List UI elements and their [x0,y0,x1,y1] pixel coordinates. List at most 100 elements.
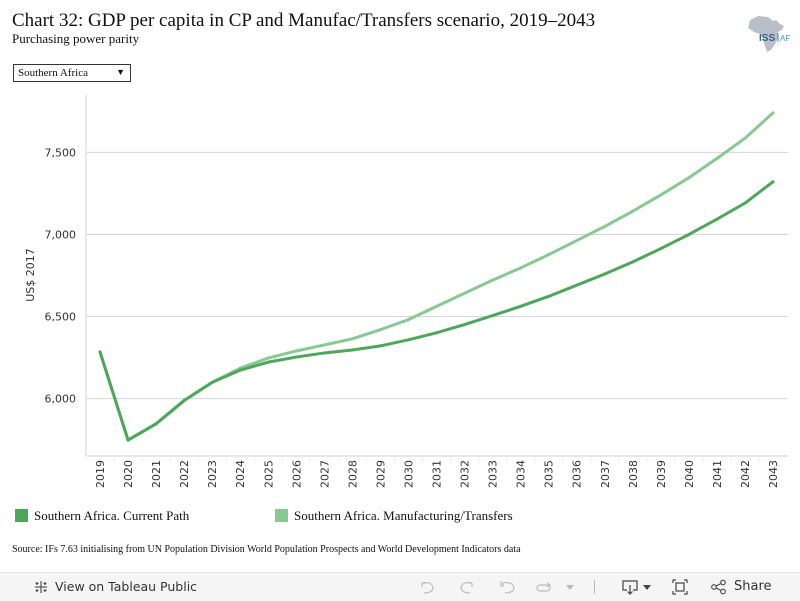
x-tick-label: 2040 [683,460,696,488]
x-tick-label: 2037 [599,460,612,488]
legend-item-manufacturing-transfers[interactable]: Southern Africa. Manufacturing/Transfers [275,508,513,524]
x-tick-label: 2043 [767,460,780,488]
region-filter-dropdown[interactable]: Southern Africa ▼ [13,64,131,82]
tableau-toolbar: View on Tableau Public Share [0,572,800,601]
data-point-current-path [294,355,298,359]
data-point-current-path [603,272,607,276]
x-tick-label: 2022 [178,460,191,488]
x-tick-label: 2020 [122,460,135,488]
data-point-current-path [491,314,495,318]
data-point-manufacturing-transfers [491,278,495,282]
source-note: Source: IFs 7.63 initialising from UN Po… [12,544,521,555]
legend-label-manufacturing-transfers: Southern Africa. Manufacturing/Transfers [294,508,513,523]
data-point-current-path [210,380,214,384]
x-tick-label: 2036 [571,460,584,488]
data-point-current-path [547,294,551,298]
x-tick-label: 2041 [711,460,724,488]
data-point-manufacturing-transfers [631,209,635,213]
refresh-dropdown-button[interactable] [565,573,575,601]
data-point-current-path [575,283,579,287]
data-point-manufacturing-transfers [406,318,410,322]
africa-map-icon [748,16,784,52]
data-point-current-path [743,201,747,205]
x-tick-label: 2021 [150,460,163,488]
data-point-current-path [126,438,130,442]
data-point-manufacturing-transfers [771,111,775,115]
x-tick-label: 2028 [346,460,359,488]
data-point-manufacturing-transfers [266,356,270,360]
legend-item-current-path[interactable]: Southern Africa. Current Path [15,508,189,524]
x-tick-label: 2033 [487,460,500,488]
caret-down-icon [566,585,574,590]
view-on-tableau-label: View on Tableau Public [55,579,198,594]
data-point-current-path [266,360,270,364]
x-tick-label: 2025 [262,460,275,488]
data-point-manufacturing-transfers [687,176,691,180]
download-icon [622,580,638,595]
data-point-current-path [715,217,719,221]
region-filter-value: Southern Africa [18,67,88,79]
undo-button[interactable] [418,573,436,601]
data-point-manufacturing-transfers [715,157,719,161]
y-tick-label: 6,500 [45,311,77,324]
fullscreen-icon [672,579,688,595]
data-point-manufacturing-transfers [435,304,438,308]
x-tick-label: 2030 [402,460,415,488]
legend-swatch-manufacturing-transfers [275,509,288,522]
x-tick-label: 2034 [515,460,528,488]
data-point-manufacturing-transfers [575,239,579,243]
x-tick-label: 2042 [739,460,752,488]
chart-title: Chart 32: GDP per capita in CP and Manuf… [12,10,596,31]
data-point-current-path [631,260,635,264]
y-axis-label: US$ 2017 [24,248,37,302]
logo-text-sub: AF [780,34,790,43]
download-button[interactable] [621,573,652,601]
refresh-button[interactable] [535,573,553,601]
data-point-manufacturing-transfers [519,266,523,270]
toolbar-divider [594,573,595,601]
tableau-logo-icon [35,581,47,593]
data-point-manufacturing-transfers [350,337,354,341]
data-point-current-path [98,350,102,354]
data-point-current-path [463,323,467,327]
data-point-current-path [771,180,775,184]
data-point-current-path [322,351,326,355]
data-point-current-path [238,368,242,372]
x-tick-label: 2039 [655,460,668,488]
fullscreen-button[interactable] [671,573,689,601]
redo-icon [460,581,473,594]
data-point-manufacturing-transfers [378,328,382,332]
x-tick-label: 2035 [543,460,556,488]
data-point-manufacturing-transfers [743,136,747,140]
data-point-manufacturing-transfers [603,224,607,228]
x-tick-label: 2031 [431,460,444,488]
data-point-manufacturing-transfers [659,193,663,197]
data-point-manufacturing-transfers [547,253,551,257]
series-line-current-path [98,180,775,442]
data-point-manufacturing-transfers [322,343,326,347]
revert-button[interactable] [498,573,516,601]
y-tick-label: 6,000 [45,393,77,406]
revert-icon [500,581,515,594]
share-button[interactable]: Share [710,573,772,601]
caret-down-icon [643,585,651,590]
line-chart: 6,000 6,500 7,000 7,500 2019 2020 2021 2022 202… [24,95,788,488]
redo-button[interactable] [458,573,476,601]
legend-swatch-current-path [15,509,28,522]
iss-africa-logo: ISS AF [740,12,796,54]
x-tick-label: 2032 [459,460,472,488]
data-point-current-path [659,247,663,251]
logo-text-main: ISS [759,33,775,44]
data-point-manufacturing-transfers [294,349,298,353]
x-tick-label: 2019 [94,460,107,488]
data-point-current-path [519,304,523,308]
x-tick-label: 2038 [627,460,640,488]
refresh-icon [536,582,552,592]
data-point-current-path [406,338,410,342]
view-on-tableau-button[interactable]: View on Tableau Public [33,573,197,601]
x-tick-label: 2026 [290,460,303,488]
x-tick-label: 2023 [206,460,219,488]
x-tick-label: 2027 [318,460,331,488]
data-point-current-path [182,399,186,403]
chart-subtitle: Purchasing power parity [12,31,140,46]
